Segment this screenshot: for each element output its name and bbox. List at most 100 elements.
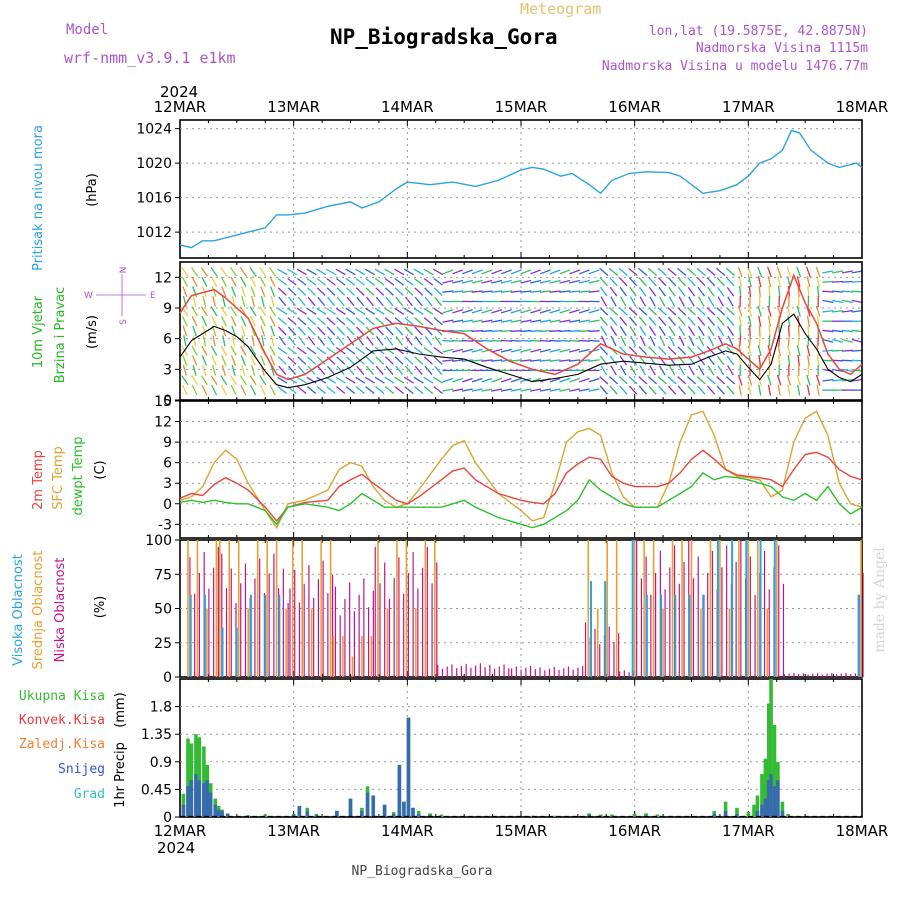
wind-barb	[738, 315, 742, 327]
wind-barb	[240, 325, 246, 337]
wind-barb	[657, 267, 667, 276]
wind-barb	[841, 280, 853, 283]
wind-barb	[777, 384, 781, 396]
wind-barb	[355, 346, 366, 355]
wind-barb	[375, 296, 384, 307]
wind-barb	[832, 338, 844, 343]
wind-barb	[481, 279, 493, 284]
wind-barb	[326, 376, 337, 384]
wind-barb	[269, 384, 276, 396]
wind-barb	[202, 335, 207, 347]
wind-barb	[366, 336, 374, 346]
wind-barb	[696, 267, 706, 276]
legend-frozen: Zaledj.Kisa	[19, 737, 105, 752]
top-day-label: 17MAR	[722, 98, 775, 116]
wind-barb	[851, 309, 863, 313]
wind-barb	[404, 386, 414, 395]
wind-barb	[668, 286, 676, 297]
y-tick-label: 9	[163, 301, 172, 317]
wind-barb	[404, 356, 414, 365]
wind-barb	[414, 317, 424, 326]
y-tick-label: 12	[154, 415, 172, 431]
wind-barb	[549, 348, 561, 353]
wind-barb	[221, 355, 227, 366]
wind-barb	[748, 276, 752, 288]
wind-barb	[231, 325, 236, 337]
wind-barb	[630, 335, 637, 347]
wind-barb	[375, 356, 385, 365]
wind-barb	[698, 335, 705, 347]
wind-barb	[687, 346, 696, 356]
snow-bar	[397, 764, 402, 817]
wind-barb	[385, 296, 394, 307]
wind-barb	[452, 279, 464, 284]
wind-barb	[230, 355, 237, 366]
wind-barb	[726, 316, 735, 326]
wind-barb	[549, 339, 561, 342]
wind-barb	[706, 277, 716, 287]
wind-barb	[510, 269, 522, 275]
wind-barb	[767, 315, 772, 327]
wind-barb	[462, 309, 473, 314]
wind-barb	[442, 319, 454, 323]
station-title: NP_Biogradska_Gora	[330, 25, 558, 49]
wind-barb	[269, 276, 276, 287]
wind-barb	[374, 307, 385, 315]
wind-barb	[433, 386, 443, 395]
wind-barb	[600, 326, 608, 336]
wind-barb	[395, 326, 404, 336]
wind-barb	[481, 348, 493, 353]
wind-barb	[500, 330, 512, 332]
wind-barb	[230, 306, 238, 317]
wind-barb	[201, 384, 208, 396]
snow-bar	[391, 813, 396, 817]
wind-barb	[737, 374, 743, 386]
total-precip-bar	[202, 746, 206, 817]
wind-barb	[423, 317, 434, 326]
pressure-panel: 1012 1016 1020 1024	[136, 119, 863, 259]
wind-barb	[696, 307, 706, 316]
wind-barb	[578, 377, 590, 383]
wind-barb	[356, 365, 365, 376]
wind-barb	[578, 309, 590, 314]
wind-barb	[569, 388, 581, 392]
wind-barb	[668, 355, 676, 366]
wind-barb	[667, 267, 677, 276]
y-tick-label: 1.35	[141, 727, 172, 743]
wind-barb	[182, 355, 188, 366]
wind-barb	[200, 267, 209, 277]
cloud-ylabel-2: Srednja Oblacnost	[31, 551, 46, 670]
wind-barb	[619, 326, 627, 336]
snow-bar	[197, 780, 202, 817]
wind-barb	[240, 384, 247, 396]
snow-bar	[213, 804, 218, 817]
legend-conv: Konvek.Kisa	[19, 713, 105, 728]
cloud-panel: 0 25 50 75 100	[145, 533, 864, 686]
wind-barb	[768, 325, 771, 337]
wind-barb	[619, 385, 628, 395]
wind-barb	[336, 365, 345, 376]
wind-barb	[639, 365, 647, 376]
wind-barb	[686, 376, 697, 385]
wind-barb	[316, 356, 326, 365]
wind-barb	[688, 365, 695, 376]
wind-barb	[786, 374, 792, 386]
wind-barb	[191, 276, 198, 287]
wind-barb	[181, 315, 188, 327]
wind-barb	[481, 388, 493, 392]
wind-barb	[549, 290, 561, 293]
wind-barb	[355, 277, 365, 286]
wind-barb	[442, 359, 454, 362]
wind-barb	[668, 296, 676, 307]
wind-barb	[530, 339, 542, 342]
wind-barb	[375, 336, 384, 346]
wind-barb	[716, 267, 726, 276]
wind-barb	[317, 296, 326, 307]
wind-barb	[365, 346, 375, 355]
wind-barb	[530, 269, 542, 275]
pressure-ylabel: Pritisak na nivou mora	[31, 125, 46, 271]
wind-barb	[241, 295, 246, 307]
y-tick-label: 3	[163, 476, 172, 492]
wind-barb	[706, 267, 716, 276]
wind-barb	[336, 336, 345, 346]
